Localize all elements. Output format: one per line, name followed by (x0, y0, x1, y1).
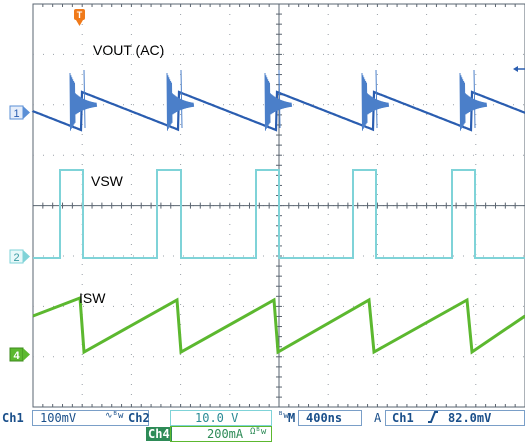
ch4-name[interactable]: Ch4 (146, 427, 172, 441)
ch4-coupling-icon: Ωᴮw (250, 427, 267, 437)
rising-edge-icon (427, 410, 439, 427)
channel-2-marker-label: 2 (13, 252, 19, 264)
trigger-marker-text: T (77, 10, 83, 20)
trigger-source: Ch1 (392, 411, 414, 425)
ch2-coupling-icon: ᴮw (278, 411, 289, 421)
trace-isw (32, 295, 525, 355)
timebase-label: M (288, 411, 296, 425)
label-isw: ISW (79, 290, 106, 306)
trigger-position-marker[interactable]: T (74, 9, 85, 26)
channel-1-marker[interactable]: 1 (9, 105, 30, 120)
label-vout-ac: VOUT (AC) (93, 42, 164, 58)
channel-4-marker[interactable]: 4 (9, 347, 30, 362)
trace-vout-ac (31, 90, 525, 132)
status-bar: Ch1 100mV ∿ᴮw Ch2 10.0 V ᴮw M 400ns A Ch… (0, 409, 525, 442)
trigger-mode: A (374, 411, 382, 425)
label-vsw: VSW (91, 173, 124, 189)
timebase-box[interactable] (298, 410, 362, 426)
ch1-scale: 100mV (40, 411, 77, 425)
trigger-level-arrow-icon[interactable] (513, 66, 525, 72)
timebase-value: 400ns (306, 411, 343, 425)
ch4-scale: 200mA (207, 427, 244, 441)
channel-1-marker-label: 1 (13, 108, 19, 120)
ch2-scale: 10.0 V (195, 411, 239, 425)
ch2-scale-box[interactable] (170, 410, 272, 426)
trace-vout-ac-noise (69, 69, 488, 131)
ch1-scale-box[interactable] (32, 410, 149, 426)
ch1-name[interactable]: Ch1 (2, 411, 24, 425)
ch1-coupling-icon: ∿ᴮw (105, 411, 124, 421)
trigger-level: 82.0mV (448, 411, 492, 425)
channel-2-marker[interactable]: 2 (9, 249, 30, 264)
channel-4-marker-label: 4 (13, 350, 20, 362)
trace-vsw (33, 169, 525, 259)
ch2-name[interactable]: Ch2 (128, 411, 150, 425)
